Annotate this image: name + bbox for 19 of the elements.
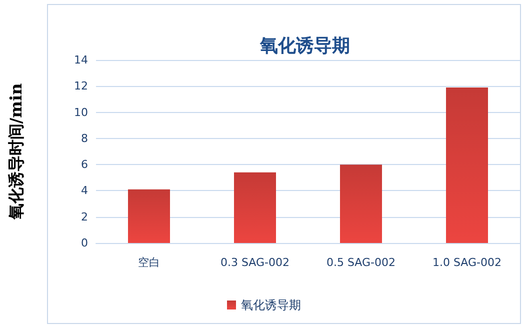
x-tick-label: 0.3 SAG-002 <box>220 256 290 269</box>
y-tick-label: 14 <box>74 54 88 66</box>
y-tick-label: 4 <box>81 184 88 198</box>
chart-title: 氧化诱导期 <box>259 36 350 56</box>
x-tick-label: 0.5 SAG-002 <box>326 256 396 269</box>
x-tick-label: 空白 <box>138 256 160 269</box>
bar <box>128 189 170 243</box>
y-tick-label: 8 <box>81 132 88 145</box>
bar <box>234 172 276 243</box>
bar <box>446 87 488 243</box>
y-tick-label: 12 <box>74 80 88 93</box>
y-tick-label: 2 <box>81 210 88 224</box>
bar <box>340 164 382 243</box>
y-tick-label: 0 <box>81 236 88 250</box>
y-axis-title: 氧化诱导时间/min <box>6 82 26 221</box>
legend-label: 氧化诱导期 <box>241 298 301 312</box>
y-tick-label: 6 <box>81 158 88 172</box>
y-tick-label: 10 <box>74 106 88 119</box>
x-tick-label: 1.0 SAG-002 <box>432 256 502 269</box>
